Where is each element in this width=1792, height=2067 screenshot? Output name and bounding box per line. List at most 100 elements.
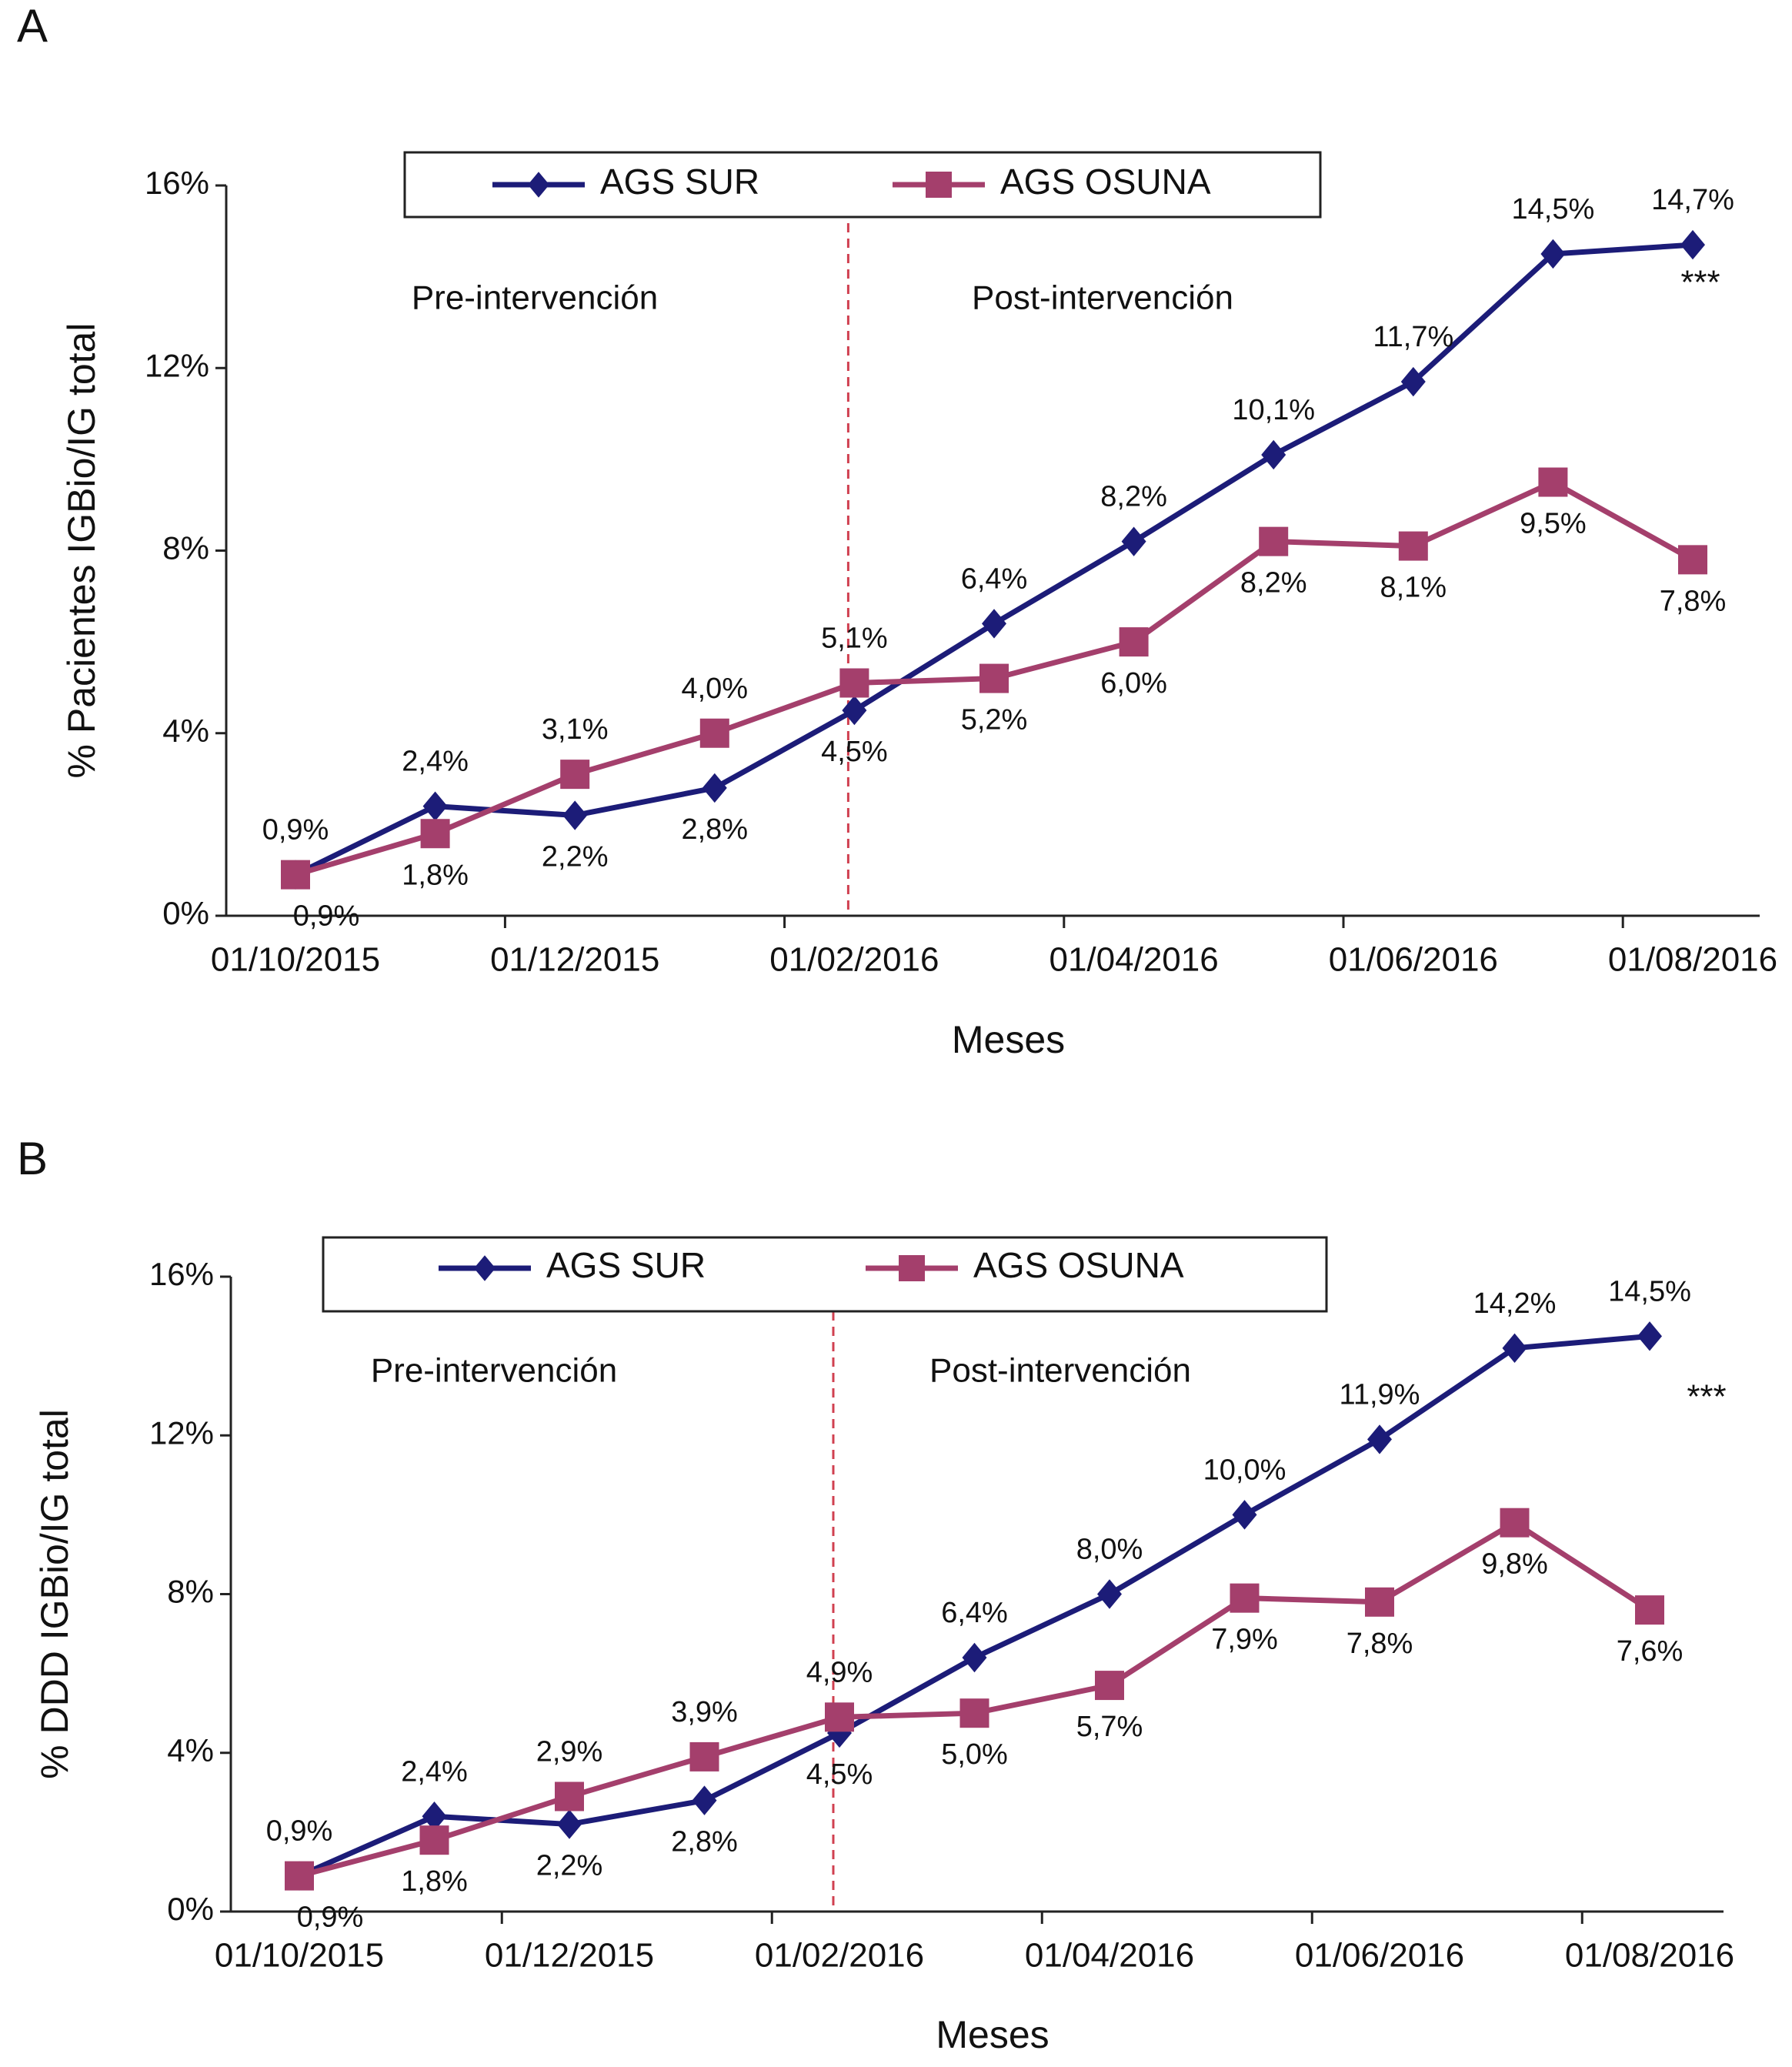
- annotation: Post-intervención: [929, 1352, 1191, 1390]
- data-label: 7,8%: [1347, 1628, 1413, 1660]
- data-point: [962, 1642, 987, 1673]
- y-tick-label: 4%: [167, 1732, 214, 1768]
- data-label: 10,1%: [1232, 394, 1315, 426]
- data-point: [827, 1718, 852, 1748]
- data-point: [1500, 1508, 1530, 1538]
- data-point: [1259, 526, 1289, 556]
- legend-marker: [474, 1255, 496, 1281]
- annotation: ***: [1687, 1378, 1726, 1416]
- x-tick-label: 01/02/2016: [755, 1937, 924, 1975]
- x-axis-label: Meses: [936, 2013, 1049, 2056]
- data-label: 0,9%: [266, 1815, 333, 1848]
- data-point: [689, 1741, 719, 1771]
- data-label: 8,2%: [1100, 481, 1167, 513]
- data-label: 11,7%: [1373, 321, 1453, 353]
- data-label: 2,2%: [542, 841, 609, 873]
- data-label: 4,5%: [821, 736, 888, 768]
- data-point: [1097, 1579, 1122, 1609]
- data-point: [1540, 239, 1566, 269]
- data-point: [1121, 526, 1146, 556]
- data-point: [959, 1698, 989, 1728]
- data-point: [1680, 229, 1705, 260]
- x-tick-label: 01/10/2015: [215, 1937, 384, 1975]
- y-tick-label: 8%: [162, 530, 209, 566]
- data-point: [982, 609, 1006, 639]
- data-label: 7,6%: [1617, 1635, 1684, 1668]
- data-label: 5,2%: [961, 704, 1028, 736]
- data-point: [1400, 366, 1426, 397]
- x-tick-label: 01/04/2016: [1049, 941, 1218, 979]
- y-axis-label: % Pacientes IGBio/IG total: [60, 323, 103, 779]
- data-label: 6,0%: [1100, 667, 1167, 700]
- data-label: 2,4%: [402, 746, 469, 778]
- x-tick-label: 01/08/2016: [1565, 1937, 1734, 1975]
- data-label: 11,9%: [1340, 1378, 1420, 1411]
- y-tick-label: 4%: [162, 713, 209, 749]
- y-tick-label: 0%: [167, 1891, 214, 1927]
- data-label: 6,4%: [941, 1597, 1008, 1629]
- data-point: [555, 1781, 584, 1812]
- data-point: [562, 800, 588, 830]
- y-tick-label: 8%: [167, 1574, 214, 1610]
- x-tick-label: 01/12/2015: [490, 941, 659, 979]
- data-label: 5,0%: [941, 1738, 1008, 1771]
- data-label: 1,8%: [402, 859, 469, 891]
- data-label: 14,2%: [1473, 1287, 1557, 1320]
- data-label: 14,7%: [1651, 184, 1734, 216]
- data-point: [1261, 439, 1286, 470]
- data-point: [1367, 1424, 1392, 1454]
- x-tick-label: 01/06/2016: [1329, 941, 1498, 979]
- data-point: [422, 1802, 447, 1832]
- y-tick-label: 12%: [149, 1414, 214, 1451]
- data-label: 2,8%: [671, 1826, 738, 1858]
- data-label: 1,8%: [401, 1865, 468, 1898]
- data-label: 14,5%: [1608, 1275, 1691, 1307]
- annotation: Post-intervención: [972, 279, 1233, 317]
- data-point: [979, 663, 1009, 693]
- data-label: 6,4%: [961, 563, 1028, 595]
- data-point: [1232, 1500, 1257, 1530]
- data-label: 10,0%: [1203, 1454, 1286, 1486]
- data-label: 8,2%: [1240, 567, 1307, 599]
- data-label: 3,9%: [671, 1696, 738, 1728]
- data-label: 0,9%: [293, 900, 360, 933]
- panel-label: A: [17, 0, 48, 52]
- data-label: 3,1%: [542, 713, 609, 746]
- data-label: 7,9%: [1211, 1624, 1278, 1656]
- data-label: 9,5%: [1520, 508, 1587, 540]
- data-point: [420, 819, 450, 849]
- annotation: ***: [1680, 264, 1720, 302]
- data-point: [419, 1825, 449, 1855]
- legend-label: AGS OSUNA: [1000, 162, 1211, 202]
- data-label: 2,9%: [536, 1736, 603, 1768]
- y-tick-label: 16%: [145, 165, 209, 201]
- data-point: [557, 1809, 582, 1839]
- data-label: 5,7%: [1076, 1711, 1143, 1743]
- data-point: [1637, 1321, 1662, 1351]
- legend-marker: [528, 172, 549, 198]
- data-label: 2,4%: [401, 1755, 468, 1788]
- data-point: [1095, 1671, 1124, 1701]
- data-point: [1678, 545, 1707, 575]
- legend-label: AGS OSUNA: [973, 1245, 1184, 1285]
- data-point: [1635, 1595, 1664, 1625]
- data-point: [1398, 531, 1428, 561]
- legend-marker: [899, 1255, 925, 1281]
- data-point: [1538, 467, 1568, 497]
- y-tick-label: 0%: [162, 895, 209, 931]
- data-label: 4,5%: [806, 1758, 873, 1791]
- data-label: 8,0%: [1076, 1534, 1143, 1566]
- legend-marker: [926, 172, 952, 198]
- data-point: [1502, 1333, 1527, 1364]
- data-point: [702, 773, 727, 803]
- x-tick-label: 01/10/2015: [211, 941, 380, 979]
- data-point: [842, 695, 867, 726]
- data-label: 5,1%: [821, 623, 888, 655]
- data-label: 14,5%: [1512, 193, 1595, 225]
- data-point: [281, 860, 310, 890]
- x-axis-label: Meses: [952, 1018, 1065, 1061]
- data-label: 0,9%: [262, 814, 329, 847]
- y-tick-label: 16%: [149, 1256, 214, 1292]
